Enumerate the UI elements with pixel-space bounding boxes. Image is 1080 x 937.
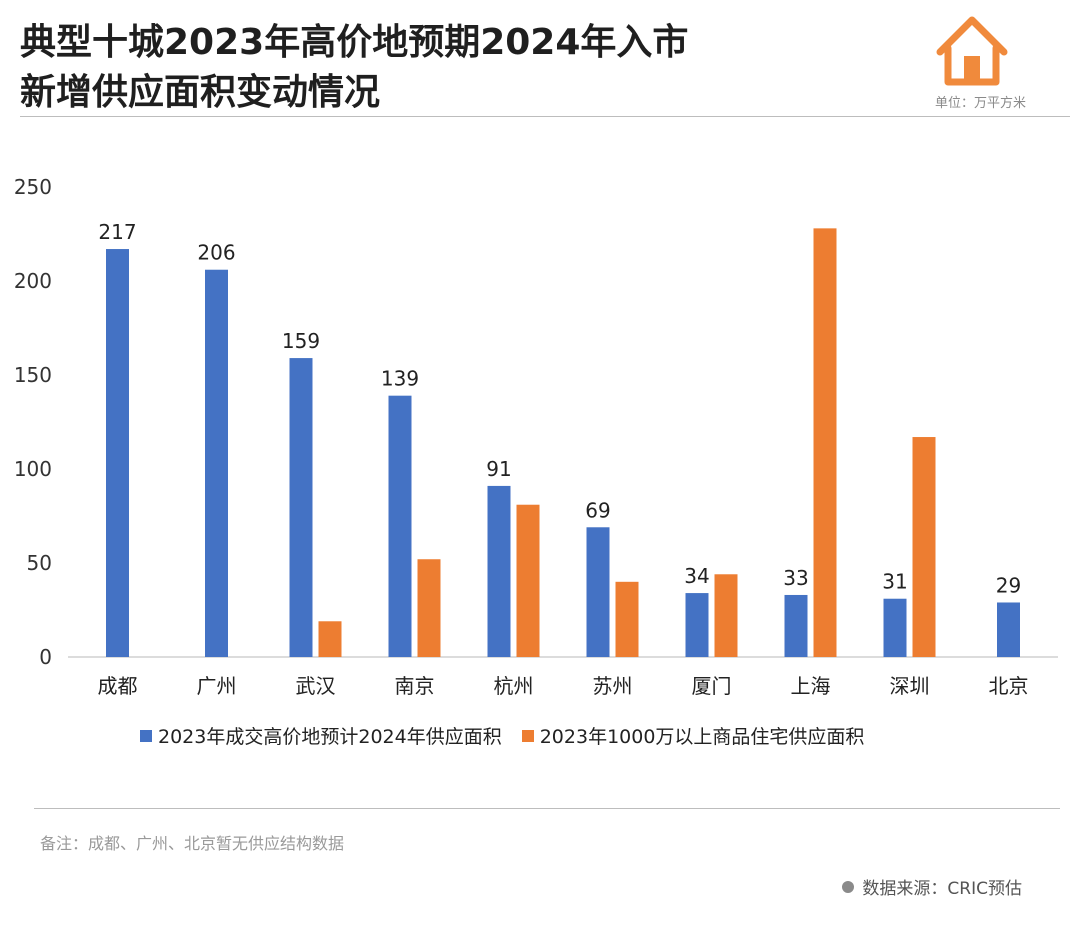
x-tick-label: 厦门 [692, 674, 732, 698]
legend-label-series-1: 2023年成交高价地预计2024年供应面积 [158, 726, 502, 748]
chart-legend: 2023年成交高价地预计2024年供应面积 2023年1000万以上商品住宅供应… [140, 722, 864, 749]
bar-series-1 [784, 594, 808, 657]
x-tick-label: 武汉 [296, 674, 336, 698]
y-tick-label: 250 [14, 175, 52, 199]
bar-series-2 [912, 437, 936, 657]
bar-series-2 [318, 621, 342, 657]
x-tick-label: 成都 [98, 674, 138, 698]
data-label: 29 [996, 573, 1021, 597]
data-label: 206 [197, 241, 235, 265]
legend-item-series-2: 2023年1000万以上商品住宅供应面积 [521, 722, 865, 749]
legend-swatch-orange [521, 729, 534, 742]
data-source: 数据来源：CRIC预估 [842, 874, 1022, 899]
bar-series-2 [714, 574, 738, 657]
footnote: 备注：成都、广州、北京暂无供应结构数据 [40, 834, 345, 853]
house-icon [936, 16, 1008, 86]
bullet-icon [842, 880, 855, 893]
data-label: 69 [585, 498, 610, 522]
y-tick-label: 0 [39, 645, 52, 669]
bar-series-1 [997, 602, 1020, 657]
x-tick-label: 苏州 [593, 674, 633, 698]
x-tick-label: 杭州 [494, 674, 534, 698]
data-label: 34 [684, 564, 709, 588]
y-tick-label: 150 [14, 363, 52, 387]
bar-series-1 [388, 395, 412, 657]
legend-swatch-blue [140, 729, 152, 742]
data-label: 31 [882, 570, 907, 594]
bar-series-1 [883, 598, 907, 657]
legend-item-series-1: 2023年成交高价地预计2024年供应面积 [140, 722, 502, 749]
x-tick-label: 南京 [395, 674, 435, 698]
title-line-2: 新增供应面积变动情况 [20, 72, 381, 113]
bar-series-2 [516, 504, 540, 657]
data-label: 159 [282, 329, 320, 353]
y-tick-label: 200 [14, 269, 52, 293]
unit-label: 单位：万平方米 [934, 96, 1026, 111]
x-tick-label: 深圳 [890, 674, 930, 698]
title-line-1: 典型十城2023年高价地预期2024年入市 [20, 22, 689, 63]
bar-series-1 [685, 593, 709, 657]
data-label: 217 [98, 220, 136, 244]
data-label: 139 [381, 367, 419, 391]
legend-label-series-2: 2023年1000万以上商品住宅供应面积 [539, 726, 865, 748]
header-divider [20, 116, 1070, 117]
bar-series-1 [205, 269, 228, 657]
bar-series-2 [813, 228, 837, 658]
data-label: 33 [783, 566, 808, 590]
data-source-text: 数据来源：CRIC预估 [862, 879, 1022, 899]
data-label: 91 [486, 457, 511, 481]
bar-chart: 0 50 100 150 200 250 217 成都 206 广州 159 武汉 139 南京 91 杭州 6… [14, 175, 1058, 698]
bar-series-2 [615, 581, 639, 657]
page-title: 典型十城2023年高价地预期2024年入市 新增供应面积变动情况 [20, 18, 840, 118]
x-tick-label: 上海 [791, 674, 831, 698]
bar-series-1 [586, 527, 610, 657]
x-tick-label: 广州 [197, 674, 237, 698]
footer-divider [34, 808, 1060, 809]
bar-series-1 [487, 485, 511, 657]
y-tick-label: 100 [14, 457, 52, 481]
bar-series-1 [106, 249, 129, 657]
bar-series-1 [289, 358, 313, 657]
x-tick-label: 北京 [989, 674, 1029, 698]
y-tick-label: 50 [27, 551, 52, 575]
bar-series-2 [417, 559, 441, 657]
